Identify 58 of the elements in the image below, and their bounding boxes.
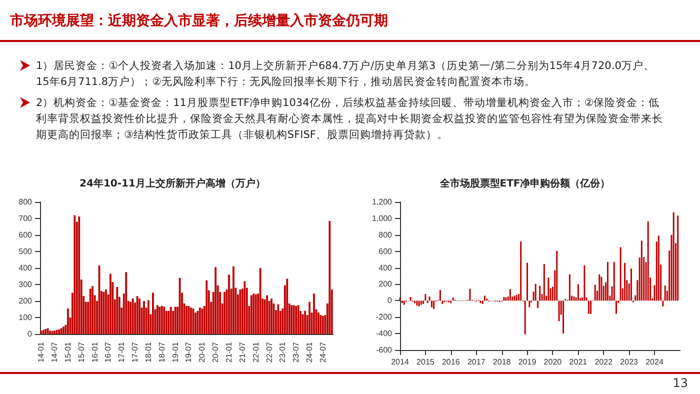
y-tick-label: 800 [378,230,393,240]
x-tick-label: 21-07 [238,341,247,362]
x-tick-label: 2019 [518,358,537,366]
x-tick-label: 2016 [442,358,460,366]
y-tick-label: 400 [18,264,33,272]
x-tick-label: 21-01 [224,341,234,362]
x-tick-label: 17-07 [130,341,140,362]
x-tick-label: 24-01 [305,341,314,362]
y-tick-label: 400 [378,263,393,272]
y-tick-label: 500 [18,247,33,256]
x-tick-label: 2021 [569,358,588,366]
x-tick-label: 2024 [646,358,664,366]
y-tick-label: 600 [18,230,33,240]
x-tick-label: 2023 [620,358,639,366]
y-tick-label: 300 [18,280,33,289]
x-tick-label: 15-01 [63,341,72,362]
x-tick-label: 23-07 [292,341,301,362]
x-tick-label: 20-07 [211,341,220,362]
chart-title: 全市场股票型ETF净申购份额（亿份） [438,178,610,190]
x-tick-label: 14-07 [50,341,60,362]
x-tick-label: 19-07 [184,341,194,362]
y-tick-label: -200 [376,312,393,322]
y-tick-label: -600 [376,346,393,354]
x-tick-label: 15-07 [76,341,86,362]
text: 1）居民资金：①个人投资者入场加速：10月上交所新开户684.7万户/历史单月第3（历史第一/第二分别为15年4月720.0万户、15年6月711.8万户）；②无风险利率下行：无风险回报率长期下行，推动居民资金转向配置资本市场。 [36,59,656,90]
text: 2）机构资金：①基金资金：11月股票型ETF净申购1034亿份，后续权益基金持续回暖、带动增量机构资金入市；②保险资金：低利率背景权益投资性价比提升，保险资金天然具有耐心资本属性，提高对中长期资金权益投资的监管包容性有望为保险资金带来长期更高的回报率；③结构性货币政策工具（非银机构SFISF、股票回购增持再贷款）。 [36,96,664,143]
x-tick-label: 19-01 [170,341,180,362]
x-tick-label: 23-01 [278,341,288,362]
y-tick-label: 800 [18,198,33,206]
y-tick-label: 600 [378,246,393,256]
text: 市场环境展望：近期资金入市显著，后续增量入市资金仍可期 [10,12,388,30]
x-tick-label: 2022 [594,358,614,366]
x-tick-label: 2014 [391,358,410,366]
x-tick-label: 2015 [416,358,435,366]
x-tick-label: 16-07 [104,341,113,362]
x-tick-label: 2017 [467,358,486,366]
x-tick-label: 18-07 [157,341,166,362]
y-tick-label: 0 [28,330,33,338]
y-tick-label: 700 [18,214,33,223]
y-tick-label: 100 [18,313,33,322]
chart-title: 24年10-11月上交所新开户高增（万户） [80,178,266,190]
y-tick-label: -400 [376,329,393,338]
x-tick-label: 20-01 [198,341,207,362]
x-tick-label: 22-01 [251,341,260,362]
x-tick-label: 2020 [544,358,562,366]
y-tick-label: 0 [388,296,393,306]
x-tick-label: 18-01 [144,341,153,362]
y-tick-label: 1,000 [372,214,393,223]
y-tick-label: 200 [18,296,33,306]
y-tick-label: 1,200 [372,198,393,206]
x-tick-label: 14-01 [36,341,46,362]
x-tick-label: 2018 [492,358,512,366]
x-tick-label: 24-07 [318,341,328,362]
x-tick-label: 17-01 [117,341,126,362]
text: 13 [672,376,688,390]
y-tick-label: 200 [378,280,393,289]
x-tick-label: 22-07 [264,341,274,362]
x-tick-label: 16-01 [90,341,100,362]
